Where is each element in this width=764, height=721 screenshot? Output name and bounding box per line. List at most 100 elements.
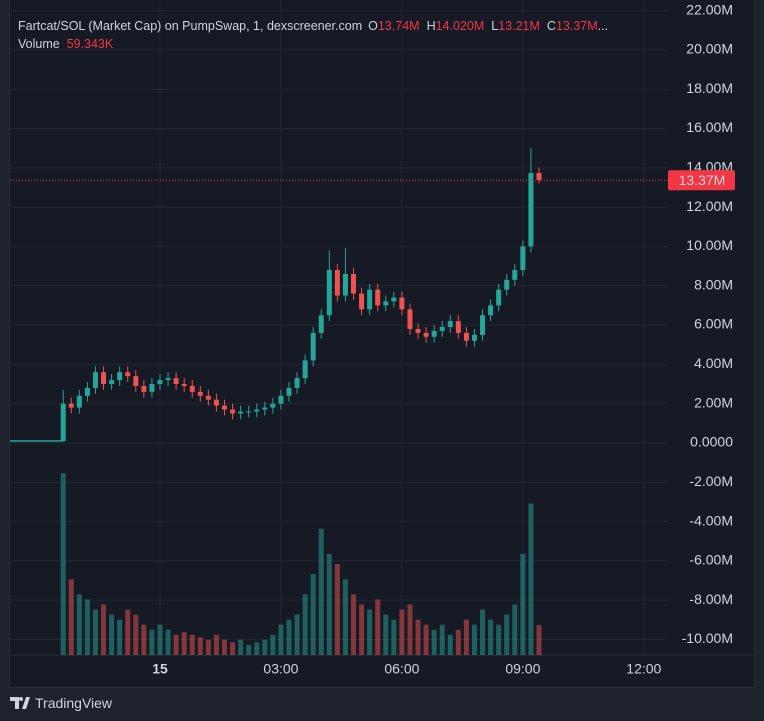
volume-bar bbox=[351, 594, 357, 655]
candle-body bbox=[278, 395, 284, 404]
y-tick-label: 18.00M bbox=[686, 80, 733, 96]
volume-bar bbox=[512, 604, 518, 655]
volume-bar bbox=[133, 614, 139, 655]
volume-bar bbox=[230, 642, 236, 655]
volume-bar bbox=[262, 639, 268, 655]
volume-bar bbox=[173, 634, 179, 655]
volume-bar bbox=[117, 619, 123, 655]
y-tick-label: 6.00M bbox=[694, 316, 733, 332]
volume-bar bbox=[310, 574, 316, 655]
candle-body bbox=[149, 383, 155, 392]
volume-bar bbox=[463, 619, 469, 655]
legend-title: Fartcat/SOL (Market Cap) on PumpSwap, 1,… bbox=[18, 19, 363, 33]
candle-body bbox=[399, 297, 405, 310]
candle-body bbox=[84, 387, 90, 396]
volume-bar bbox=[536, 625, 542, 655]
candle-body bbox=[407, 309, 413, 329]
volume-value: 59.343K bbox=[66, 37, 114, 51]
volume-bar bbox=[326, 554, 332, 655]
candle-body bbox=[68, 403, 74, 408]
candle-body bbox=[480, 315, 486, 335]
volume-bar bbox=[520, 554, 526, 655]
volume-bar bbox=[342, 579, 348, 655]
legend-row: Fartcat/SOL (Market Cap) on PumpSwap, 1,… bbox=[18, 17, 608, 35]
ohlc-value: 14.020M bbox=[435, 19, 485, 33]
candle-body bbox=[351, 273, 357, 294]
candle-body bbox=[463, 332, 469, 341]
candle-body bbox=[359, 293, 365, 310]
y-tick-label: 20.00M bbox=[686, 41, 733, 57]
candle-body bbox=[342, 273, 348, 296]
x-tick-label: 03:00 bbox=[263, 661, 298, 677]
x-tick-label: 15 bbox=[152, 661, 168, 677]
logo bbox=[10, 697, 30, 709]
candle-body bbox=[141, 385, 147, 392]
volume-bar bbox=[480, 609, 486, 655]
candle-body bbox=[512, 270, 518, 280]
y-tick-label: -8.00M bbox=[689, 591, 733, 607]
volume-bar bbox=[391, 619, 397, 655]
brand: TradingView bbox=[35, 695, 113, 711]
volume-bar bbox=[109, 614, 115, 655]
y-tick-label: 4.00M bbox=[694, 355, 733, 371]
volume-bar bbox=[205, 639, 211, 655]
ohlc: O13.74M H14.020M L13.21M C13.37M bbox=[362, 19, 598, 33]
x-tick-label: 09:00 bbox=[505, 661, 540, 677]
legend: Fartcat/SOL (Market Cap) on PumpSwap, 1,… bbox=[18, 17, 608, 53]
volume-bar bbox=[528, 503, 534, 655]
volume-bar bbox=[302, 594, 308, 655]
ohlc-value: 13.37M bbox=[555, 19, 598, 33]
candle-body bbox=[447, 321, 453, 328]
y-tick-label: -2.00M bbox=[689, 473, 733, 489]
volume-bar bbox=[471, 624, 477, 655]
candle-body bbox=[488, 305, 494, 316]
volume-bar bbox=[270, 634, 276, 655]
volume-bar bbox=[254, 642, 260, 655]
footer: TradingView bbox=[10, 695, 112, 711]
candle-body bbox=[205, 395, 211, 400]
volume-bar bbox=[488, 619, 494, 655]
volume-bar bbox=[213, 634, 219, 655]
volume-bar bbox=[431, 629, 437, 655]
volume-bar bbox=[367, 609, 373, 655]
y-tick-label: 0.0000 bbox=[690, 434, 733, 450]
volume-bar bbox=[221, 639, 227, 655]
candle-body bbox=[302, 360, 308, 379]
volume-bar bbox=[334, 564, 340, 655]
ohlc-key: C bbox=[546, 19, 556, 33]
candle-body bbox=[270, 403, 276, 408]
price-badge bbox=[668, 170, 735, 191]
candle-body bbox=[189, 385, 195, 392]
volume-bar bbox=[141, 624, 147, 655]
y-tick-label: 12.00M bbox=[686, 198, 733, 214]
candle-body bbox=[375, 289, 381, 306]
candle-body bbox=[221, 405, 227, 410]
volume-bar bbox=[189, 634, 195, 655]
candle-body bbox=[76, 395, 82, 408]
candle-body bbox=[471, 334, 477, 341]
y-tick-label: -4.00M bbox=[689, 512, 733, 528]
x-tick-label: 12:00 bbox=[626, 661, 661, 677]
candle-body bbox=[520, 246, 526, 271]
candle-body bbox=[60, 403, 66, 441]
legend-row: Volume 59.343K bbox=[18, 35, 608, 53]
volume-bar bbox=[286, 619, 292, 655]
volume-bar bbox=[399, 609, 405, 655]
candle-body bbox=[165, 378, 171, 381]
volume-bar bbox=[294, 614, 300, 655]
volume-bar bbox=[76, 594, 82, 655]
volume-bar bbox=[278, 624, 284, 655]
candle-body bbox=[181, 383, 187, 386]
volume-bar bbox=[197, 637, 203, 655]
candle-body bbox=[528, 172, 534, 247]
volume-bar bbox=[439, 624, 445, 655]
candle-body bbox=[496, 289, 502, 306]
candle-body bbox=[431, 330, 437, 337]
candle-body bbox=[367, 289, 373, 310]
volume-bar bbox=[359, 604, 365, 655]
volume-bar bbox=[60, 473, 66, 655]
ohlc-value: 13.74M bbox=[377, 19, 420, 33]
candle-body bbox=[439, 327, 445, 331]
